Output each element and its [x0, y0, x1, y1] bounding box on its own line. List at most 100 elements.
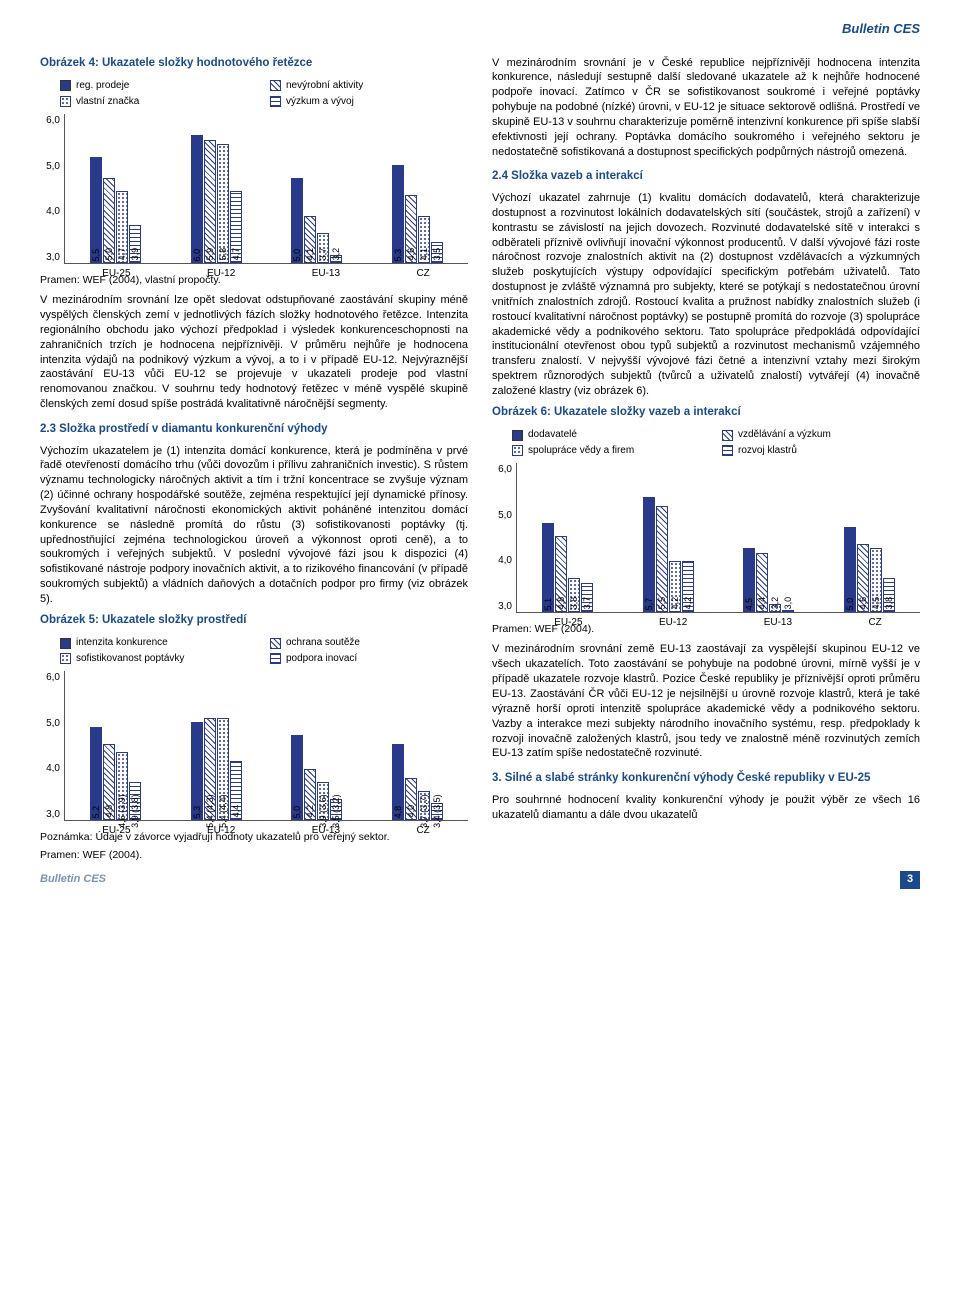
x-tick: EU-12	[207, 267, 235, 281]
chart4-plot: 6,05,04,03,0 5,55,04,73,96,05,95,84,75,0…	[40, 114, 468, 264]
chart5-legend: intenzita konkurence ochrana soutěže sofis…	[60, 636, 468, 665]
footer-page-number: 3	[900, 871, 920, 889]
legend-item: sofistikovanost poptávky	[60, 652, 258, 666]
bar: 4,7	[230, 191, 242, 263]
bar: 4,5	[743, 548, 755, 612]
bar-value-label: 5,7	[643, 598, 655, 611]
chart6-title: Obrázek 6: Ukazatele složky vazeb a inte…	[492, 405, 920, 421]
bar: 5,0	[291, 178, 303, 263]
bar: 3,5 (3,2)	[330, 799, 342, 820]
bar: 3,5	[431, 242, 443, 263]
y-tick: 6,0	[40, 671, 60, 685]
bar-group: 5,24,84,6 (3,9)3,9 (3,8)	[90, 671, 141, 820]
legend-swatch	[512, 430, 523, 441]
bar-group: 5,14,83,83,7	[542, 463, 593, 612]
y-tick: 4,0	[40, 762, 60, 776]
chart6-bars: 5,14,83,83,75,75,54,24,24,54,43,23,05,04…	[516, 463, 920, 613]
legend-swatch	[270, 80, 281, 91]
bar: 4,8	[392, 744, 404, 821]
bar: 4,8	[555, 536, 567, 613]
bar-value-label: 5,0	[291, 806, 303, 819]
legend-item: vlastní značka	[60, 95, 258, 109]
bar-value-label: 5,8	[217, 248, 229, 261]
chart4-x-labels: EU-25EU-12EU-13CZ	[64, 267, 468, 281]
bar-value-label: 5,3	[392, 249, 404, 262]
bar: 4,1	[304, 216, 316, 263]
bar: 3,2	[330, 255, 342, 264]
bar: 4,6 (3,9)	[116, 752, 128, 820]
bar-value-label: 5,4 (4,3)	[204, 794, 216, 828]
legend-item: intenzita konkurence	[60, 636, 258, 650]
bar: 5,2	[90, 727, 102, 821]
x-tick: EU-25	[102, 267, 130, 281]
bar: 3,9 (3,6)	[317, 782, 329, 820]
legend-item: reg. prodeje	[60, 79, 258, 93]
y-tick: 6,0	[40, 114, 60, 128]
bar: 4,2	[669, 561, 681, 612]
legend-label: sofistikovanost poptávky	[76, 652, 184, 666]
bar: 4,6	[857, 544, 869, 612]
legend-label: vzdělávání a výzkum	[738, 428, 831, 442]
page-header-title: Bulletin CES	[40, 20, 920, 38]
bar: 3,7	[581, 583, 593, 613]
bar-value-label: 3,4 (3,5)	[431, 794, 443, 828]
chart5-source: Pramen: WEF (2004).	[40, 848, 468, 862]
two-column-layout: Obrázek 4: Ukazatele složky hodnotového …	[40, 50, 920, 869]
bar: 3,9 (3,8)	[129, 782, 141, 820]
bar-group: 5,04,64,53,8	[844, 463, 895, 612]
bar-value-label: 4,2	[669, 597, 681, 610]
chart6-x-labels: EU-25EU-12EU-13CZ	[516, 616, 920, 630]
bar-group: 4,54,43,23,0	[743, 463, 794, 612]
legend-label: výzkum a vývoj	[286, 95, 354, 109]
bar-group: 5,35,4 (4,3)5,4 (4,4)4,4	[191, 671, 242, 820]
bar: 5,5	[656, 506, 668, 612]
bar: 5,0	[844, 527, 856, 612]
y-tick: 3,0	[40, 251, 60, 265]
chart6-y-axis: 6,05,04,03,0	[492, 463, 516, 613]
bar: 5,5	[90, 157, 102, 263]
bar: 3,8	[883, 578, 895, 612]
bar: 4,5	[870, 548, 882, 612]
legend-swatch	[270, 653, 281, 664]
para-right-2: V mezinárodním srovnání země EU-13 zaost…	[492, 642, 920, 761]
bar: 5,4 (4,3)	[204, 718, 216, 820]
x-tick: CZ	[416, 267, 429, 281]
y-tick: 5,0	[40, 717, 60, 731]
bar-value-label: 5,5	[656, 597, 668, 610]
legend-label: nevýrobní aktivity	[286, 79, 363, 93]
bar-value-label: 3,8	[568, 597, 580, 610]
legend-label: ochrana soutěže	[286, 636, 360, 650]
bar-value-label: 4,6	[405, 248, 417, 261]
bar: 4,4	[756, 553, 768, 613]
bar: 3,7 (3,7)	[418, 791, 430, 821]
legend-swatch	[270, 96, 281, 107]
bar-value-label: 5,2	[90, 806, 102, 819]
legend-label: vlastní značka	[76, 95, 139, 109]
legend-label: spolupráce vědy a firem	[528, 444, 634, 458]
bar: 3,2	[769, 604, 781, 613]
bar-group: 4,84,03,7 (3,7)3,4 (3,5)	[392, 671, 443, 820]
x-tick: EU-12	[659, 616, 687, 630]
legend-swatch	[512, 445, 523, 456]
bar-value-label: 4,8	[103, 805, 115, 818]
bar-value-label: 3,8	[883, 597, 895, 610]
bar-value-label: 3,5	[431, 248, 443, 261]
bar-value-label: 3,2	[769, 597, 781, 610]
legend-item: vzdělávání a výzkum	[722, 428, 920, 442]
legend-item: nevýrobní aktivity	[270, 79, 468, 93]
para-after-chart4: V mezinárodním srovnání lze opět sledova…	[40, 293, 468, 412]
legend-swatch	[60, 80, 71, 91]
bar-value-label: 4,8	[392, 806, 404, 819]
para-2-4: Výchozí ukazatel zahrnuje (1) kvalitu do…	[492, 191, 920, 399]
bar: 4,1	[418, 216, 430, 263]
chart6-plot: 6,05,04,03,0 5,14,83,83,75,75,54,24,24,5…	[492, 463, 920, 613]
bar-value-label: 4,8	[555, 597, 567, 610]
bar-value-label: 5,3	[191, 806, 203, 819]
bar: 3,0	[782, 610, 794, 612]
y-tick: 5,0	[492, 509, 512, 523]
bar-group: 6,05,95,84,7	[191, 114, 242, 263]
para-right-1: V mezinárodním srovnání je v České repub…	[492, 56, 920, 160]
bar-value-label: 3,7	[317, 248, 329, 261]
bar-value-label: 6,0	[191, 249, 203, 262]
legend-item: ochrana soutěže	[270, 636, 468, 650]
